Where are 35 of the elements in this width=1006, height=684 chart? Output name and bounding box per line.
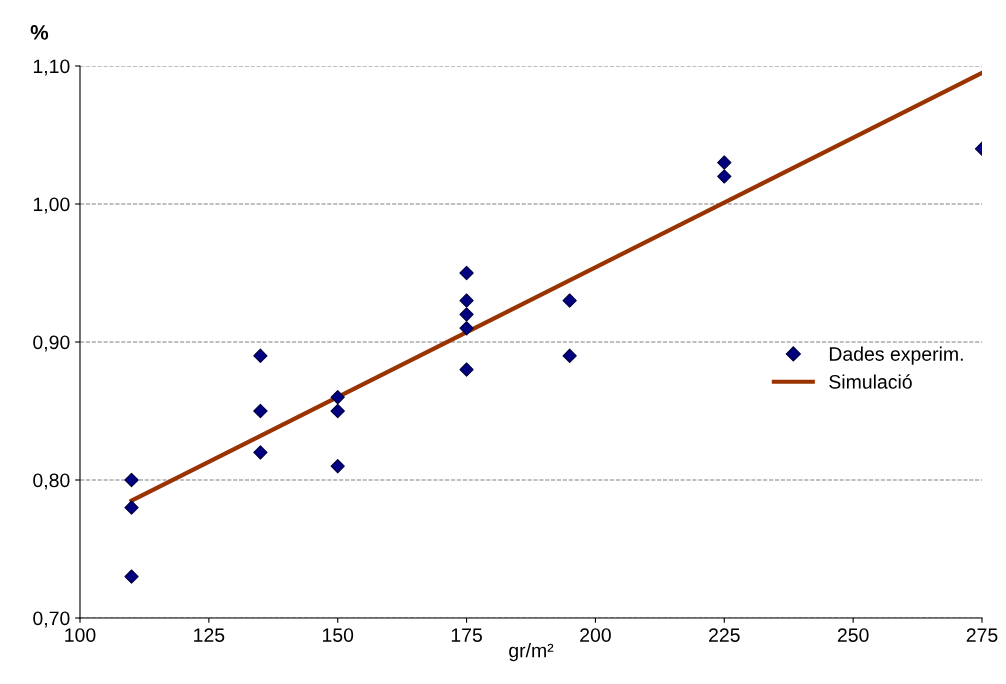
x-tick-label: 125 xyxy=(194,628,225,642)
legend-label: Dades experim. xyxy=(829,346,963,365)
y-tick-label: 1,10 xyxy=(33,59,70,76)
point xyxy=(459,265,474,281)
point xyxy=(717,155,732,170)
y-axis-title: % xyxy=(30,25,49,40)
x-tick-label: 275 xyxy=(966,628,998,642)
point xyxy=(717,169,732,184)
point xyxy=(459,321,474,336)
legend-label: Simulació xyxy=(829,374,912,389)
point xyxy=(459,362,474,377)
point xyxy=(253,403,268,419)
point xyxy=(253,445,268,460)
x-tick-label: 175 xyxy=(451,628,482,642)
point xyxy=(124,569,139,584)
point xyxy=(124,472,139,488)
point xyxy=(459,293,474,308)
point xyxy=(562,293,577,308)
y-tick-label: 0,80 xyxy=(33,473,70,490)
x-tick-label: 225 xyxy=(709,628,740,642)
point xyxy=(253,348,268,363)
x-tick-label: 150 xyxy=(322,628,354,642)
y-tick-label: 0,70 xyxy=(33,611,70,628)
x-axis-title: gr/m² xyxy=(509,643,554,662)
y-tick-label: 1,00 xyxy=(33,197,70,214)
x-tick-label: 250 xyxy=(837,628,869,642)
point xyxy=(330,403,345,419)
point xyxy=(330,459,345,474)
x-tick-label: 100 xyxy=(65,628,96,642)
point xyxy=(124,500,139,515)
point xyxy=(562,348,577,363)
point xyxy=(459,307,474,322)
point xyxy=(330,390,345,405)
x-tick-label: 200 xyxy=(580,628,611,642)
y-tick-label: 0,90 xyxy=(33,335,70,352)
